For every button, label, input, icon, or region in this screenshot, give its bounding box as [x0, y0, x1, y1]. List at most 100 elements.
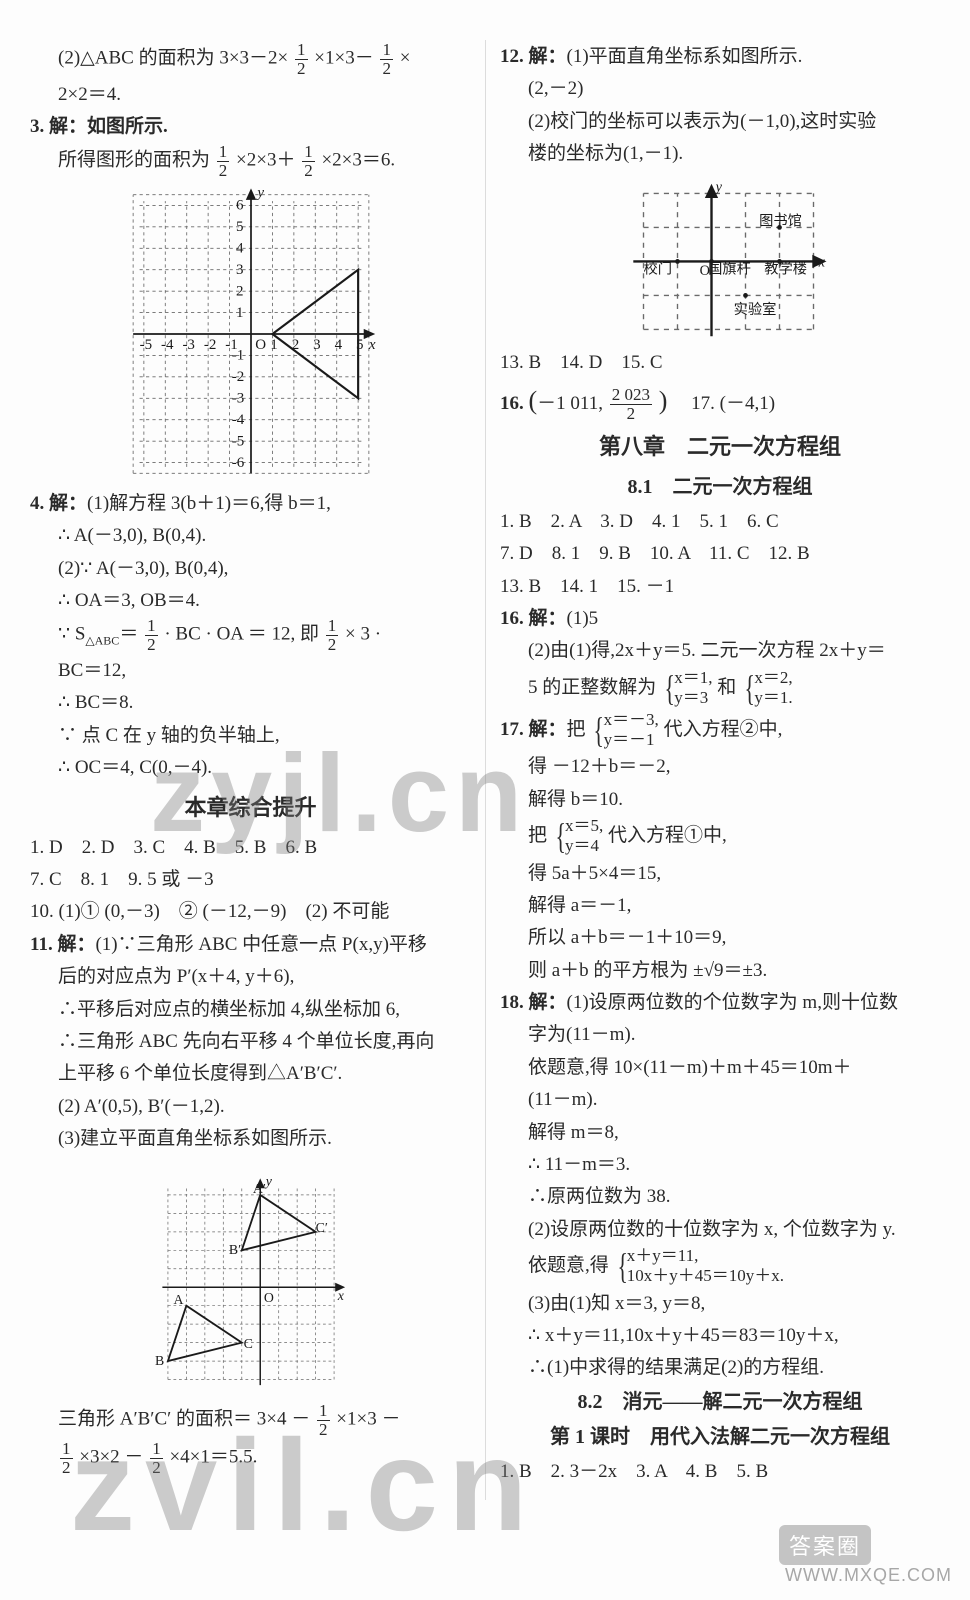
svg-text:1: 1 — [270, 337, 278, 353]
text: 字为(11－m). — [500, 1019, 940, 1050]
text: ∴ A(－3,0), B(0,4). — [30, 520, 471, 551]
text: BC＝12, — [30, 655, 471, 686]
section-title: 8.2 消元——解二元一次方程组 — [500, 1386, 940, 1419]
svg-text:3: 3 — [236, 262, 244, 278]
svg-text:x: x — [367, 337, 375, 353]
svg-text:O: O — [255, 337, 266, 353]
text: 三角形 A′B′C′ 的面积＝ 3×4 － 12 ×1×3 － — [30, 1402, 471, 1439]
text: 7. D 8. 1 9. B 10. A 11. C 12. B — [500, 538, 940, 569]
svg-text:A′: A′ — [252, 1181, 265, 1196]
text: 5 的正整数解为 {x＝1,y＝3 和 {x＝2,y＝1. — [500, 668, 940, 709]
text: 2×2＝4. — [30, 79, 471, 110]
text: ∴ OA＝3, OB＝4. — [30, 585, 471, 616]
coordinate-graph-1: -5-4-3-2-1 O 12345 123456 -1-2-3-4-5-6 x… — [111, 184, 391, 484]
text: 17. 解：17. 解：把把 {x＝－3,y＝－1 代入方程②中, — [500, 710, 940, 751]
text: 18. 解：(1)设原两位数的个位数字为 m,则十位数 — [500, 987, 940, 1018]
svg-text:-5: -5 — [139, 337, 152, 353]
text: 13. B 14. 1 15. －1 — [500, 571, 940, 602]
text: 楼的坐标为(1,－1). — [500, 138, 940, 169]
text: (2)由(1)得,2x＋y＝5. 二元一次方程 2x＋y＝ — [500, 635, 940, 666]
svg-text:C′: C′ — [315, 1220, 327, 1235]
coordinate-graph-2: A′ C′ B′ A B C Ox y — [141, 1158, 361, 1398]
text: 解得 b＝10. — [500, 784, 940, 815]
text: 得 －12＋b＝－2, — [500, 751, 940, 782]
text: 12 ×3×2 － 12 ×4×1＝5.5. — [30, 1440, 471, 1477]
text: ∴ BC＝8. — [30, 687, 471, 718]
text: 12. 解：(1)平面直角坐标系如图所示. — [500, 41, 940, 72]
text: ∴ x＋y＝11,10x＋y＋45＝83＝10y＋x, — [500, 1320, 940, 1351]
text: (2) A′(0,5), B′(－1,2). — [30, 1091, 471, 1122]
footer-badge: 答案圈 WWW.MXQE.COM — [779, 1525, 952, 1586]
text: (2)∵ A(－3,0), B(0,4), — [30, 553, 471, 584]
text: ∴原两位数为 38. — [500, 1181, 940, 1212]
svg-text:B′: B′ — [228, 1242, 240, 1257]
text: ∴平移后对应点的横坐标加 4,纵坐标加 6, — [30, 994, 471, 1025]
text: 13. B 14. D 15. C — [500, 347, 940, 378]
text: ∴三角形 ABC 先向右平移 4 个单位长度,再向 — [30, 1026, 471, 1057]
section-title: 第八章 二元一次方程组 — [500, 429, 940, 465]
svg-text:校门: 校门 — [644, 261, 673, 278]
text: (3)由(1)知 x＝3, y＝8, — [500, 1288, 940, 1319]
text: 7. C 8. 1 9. 5 或 －3 — [30, 864, 471, 895]
svg-text:5: 5 — [236, 219, 244, 235]
text: 解得 a＝－1, — [500, 890, 940, 921]
text: 上平移 6 个单位长度得到△A′B′C′. — [30, 1058, 471, 1089]
right-column: 12. 解：(1)平面直角坐标系如图所示. (2,－2) (2)校门的坐标可以表… — [485, 40, 940, 1500]
svg-text:-1: -1 — [231, 348, 243, 364]
text: (11－m). — [500, 1084, 940, 1115]
text: 16. 解：(1)5 — [500, 603, 940, 634]
text: ∵ S△ABC＝ 12 · BC · OA ＝ 12, 即 12 × 3 · — [30, 617, 471, 654]
svg-text:6: 6 — [236, 198, 244, 214]
svg-text:4: 4 — [236, 241, 244, 257]
svg-text:A: A — [173, 1292, 183, 1307]
svg-text:-6: -6 — [231, 455, 244, 471]
svg-text:-3: -3 — [231, 391, 243, 407]
text: 后的对应点为 P′(x＋4, y＋6), — [30, 961, 471, 992]
svg-text:y: y — [255, 185, 264, 201]
text: ∴ OC＝4, C(0,－4). — [30, 752, 471, 783]
text: 10. (1)① (0,－3) ② (－12,－9) (2) 不可能 — [30, 896, 471, 927]
text: 1. D 2. D 3. C 4. B 5. B 6. B — [30, 832, 471, 863]
badge-url: WWW.MXQE.COM — [785, 1565, 952, 1586]
text: 11. 解：(1)∵三角形 ABC 中任意一点 P(x,y)平移 — [30, 929, 471, 960]
svg-text:O: O — [700, 263, 710, 279]
svg-text:C: C — [243, 1336, 252, 1351]
text: (2)校门的坐标可以表示为(－1,0),这时实验 — [500, 106, 940, 137]
svg-text:2: 2 — [236, 283, 244, 299]
text: (2,－2) — [500, 73, 940, 104]
coordinate-graph-3: 图书馆 校门国旗杆教学楼 实验室 O xy — [580, 173, 860, 343]
left-column: (2)△ABC 的面积为 3×3－2× 12 ×1×3－ 12 × 2×2＝4.… — [30, 40, 485, 1500]
svg-text:O: O — [263, 1290, 273, 1305]
text: ∵ 点 C 在 y 轴的负半轴上, — [30, 720, 471, 751]
text: (2)设原两位数的十位数字为 x, 个位数字为 y. — [500, 1214, 940, 1245]
text: 得 5a＋5×4＝15, — [500, 858, 940, 889]
text: ∴(1)中求得的结果满足(2)的方程组. — [500, 1352, 940, 1383]
svg-text:-5: -5 — [231, 433, 243, 449]
text: 所以 a＋b＝－1＋10＝9, — [500, 922, 940, 953]
text: 所得图形的面积为 12 ×2×3＋ 12 ×2×3＝6. — [30, 143, 471, 180]
svg-text:-4: -4 — [231, 412, 244, 428]
section-title: 本章综合提升 — [30, 790, 471, 826]
svg-text:1: 1 — [236, 305, 244, 321]
text: 依题意,得 10×(11－m)＋m＋45＝10m＋ — [500, 1052, 940, 1083]
text: ∴ 11－m＝3. — [500, 1149, 940, 1180]
svg-text:-2: -2 — [203, 337, 216, 353]
svg-text:实验室: 实验室 — [734, 301, 777, 318]
svg-text:x: x — [818, 255, 826, 271]
svg-text:x: x — [336, 1288, 344, 1303]
svg-text:y: y — [263, 1174, 272, 1189]
svg-text:B: B — [155, 1353, 164, 1368]
svg-text:y: y — [714, 180, 723, 196]
text: 则 a＋b 的平方根为 ±√9＝±3. — [500, 955, 940, 986]
svg-text:-2: -2 — [231, 369, 243, 385]
text: 16. (－1 011, 2 0232 ) 17. (－4,1) — [500, 380, 940, 423]
text: 依题意,得 {x＋y＝11,10x＋y＋45＝10y＋x. — [500, 1246, 940, 1287]
badge-label: 答案圈 — [779, 1525, 871, 1565]
svg-text:-4: -4 — [161, 337, 174, 353]
text: (2)△ABC 的面积为 3×3－2× 12 ×1×3－ 12 × — [30, 41, 471, 78]
svg-text:2: 2 — [291, 337, 299, 353]
svg-text:3: 3 — [313, 337, 321, 353]
svg-text:-3: -3 — [182, 337, 195, 353]
svg-text:4: 4 — [334, 337, 342, 353]
text: 解得 m＝8, — [500, 1117, 940, 1148]
